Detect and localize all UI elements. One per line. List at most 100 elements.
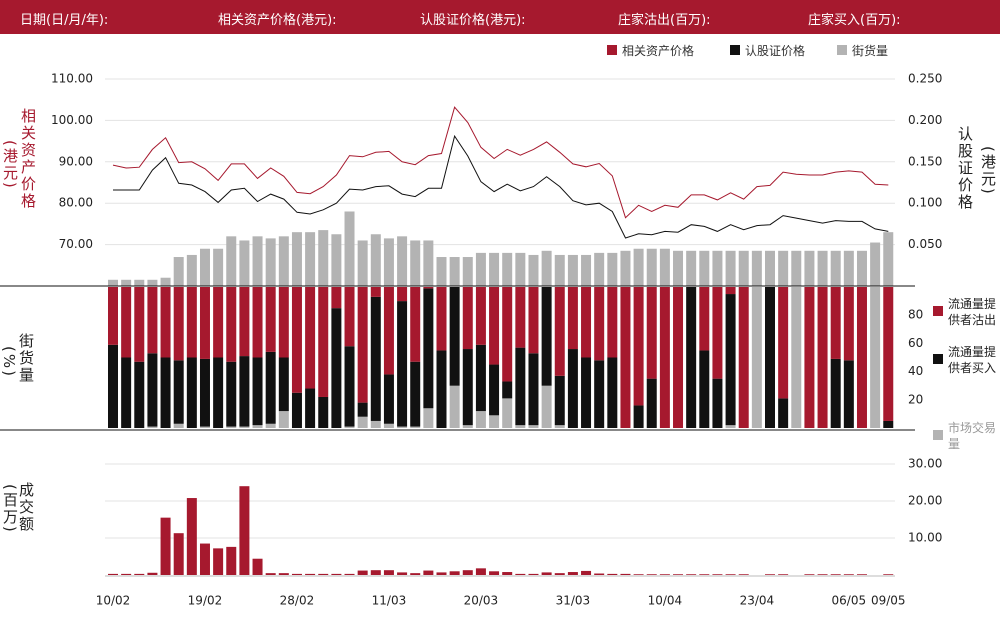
bar-segment — [344, 426, 355, 428]
y2-axis-label: 认股证价格 — [956, 126, 974, 211]
bar-segment — [725, 287, 736, 295]
bar-segment — [567, 349, 578, 428]
bar-segment — [199, 358, 210, 427]
bar-segment — [804, 287, 815, 428]
bar — [318, 230, 329, 286]
bar-segment — [462, 349, 473, 426]
bar — [699, 574, 710, 575]
bar-segment — [607, 287, 618, 358]
bar-segment — [883, 287, 894, 421]
bar-segment — [160, 357, 171, 428]
y-axis-label: (港元) — [1, 140, 19, 190]
bar-segment — [186, 287, 197, 358]
y-tick-label: 10.00 — [908, 531, 942, 545]
bar — [686, 574, 697, 575]
bar — [291, 232, 302, 286]
bar-segment — [528, 425, 539, 428]
bar-segment — [515, 425, 526, 428]
line — [112, 106, 889, 219]
bar — [357, 570, 368, 575]
header-label: 认股证价格(港元): — [420, 13, 526, 28]
bar — [541, 572, 552, 575]
bar — [646, 574, 657, 575]
bar-segment — [870, 287, 881, 428]
bar — [581, 254, 592, 286]
bar — [370, 234, 381, 286]
bar — [725, 574, 736, 575]
bar-segment — [778, 287, 789, 399]
bar-segment — [765, 287, 775, 428]
x-tick-label: 11/03 — [372, 594, 407, 608]
bar — [607, 252, 618, 286]
bar-segment — [397, 301, 408, 427]
bar-segment — [502, 381, 513, 399]
bar-segment — [502, 287, 513, 382]
bar-segment — [633, 405, 644, 428]
legend-label: 市场交易量 — [948, 421, 997, 451]
bar — [817, 574, 828, 575]
bar-segment — [581, 357, 592, 428]
bar — [489, 252, 500, 286]
y-tick-label: 80 — [908, 308, 923, 322]
bar — [383, 570, 394, 575]
bar-segment — [843, 287, 854, 361]
legend-label: 认股证价格 — [745, 44, 806, 58]
bar-segment — [397, 287, 408, 302]
bar — [502, 252, 513, 286]
bar — [594, 252, 605, 286]
y2-tick-label: 0.200 — [908, 113, 942, 127]
bar-segment — [226, 361, 237, 427]
bar — [410, 240, 421, 286]
bar-segment — [515, 287, 526, 348]
bar — [305, 232, 316, 286]
bar-segment — [659, 287, 670, 428]
x-tick-label: 19/02 — [188, 594, 223, 608]
bar-segment — [581, 287, 592, 358]
y-axis-label: 成交额 — [17, 482, 35, 533]
legend-swatch — [607, 45, 617, 55]
bar-segment — [410, 287, 421, 362]
bar-segment — [265, 351, 276, 424]
bar-segment — [357, 402, 368, 417]
bar-segment — [475, 411, 486, 428]
bar-segment — [370, 420, 381, 428]
y2-tick-label: 0.100 — [908, 196, 942, 210]
bar-segment — [541, 385, 552, 428]
legend-label: 街货量 — [852, 44, 889, 58]
bar — [765, 250, 775, 286]
bar-segment — [134, 361, 145, 428]
bar-segment — [699, 350, 710, 428]
bar-segment — [397, 426, 408, 428]
bar — [239, 240, 250, 286]
bar — [436, 572, 447, 575]
bar-segment — [239, 287, 250, 357]
header-label: 庄家买入(百万): — [808, 13, 901, 28]
bar-segment — [305, 388, 316, 428]
bar — [423, 570, 434, 575]
legend-label: 流通量提供者买入 — [948, 345, 997, 375]
bar-segment — [344, 287, 355, 347]
bar-segment — [673, 287, 684, 428]
bar — [147, 279, 158, 286]
header-label: 庄家沽出(百万): — [618, 13, 711, 28]
bar-segment — [594, 287, 605, 361]
bar — [305, 573, 316, 575]
bar-segment — [751, 287, 762, 428]
bar — [659, 574, 670, 575]
bar — [791, 250, 802, 286]
bar-segment — [489, 287, 500, 365]
bar-segment — [121, 357, 132, 428]
bar — [397, 572, 408, 575]
bar — [830, 250, 841, 286]
bar-segment — [843, 360, 854, 428]
bar — [291, 573, 302, 575]
bar — [344, 211, 355, 286]
bar — [331, 234, 342, 286]
x-tick-label: 09/05 — [871, 594, 906, 608]
bar-segment — [410, 426, 421, 428]
bar-segment — [134, 287, 145, 362]
bar — [239, 486, 250, 575]
legend-swatch — [837, 45, 847, 55]
bar — [567, 572, 578, 575]
